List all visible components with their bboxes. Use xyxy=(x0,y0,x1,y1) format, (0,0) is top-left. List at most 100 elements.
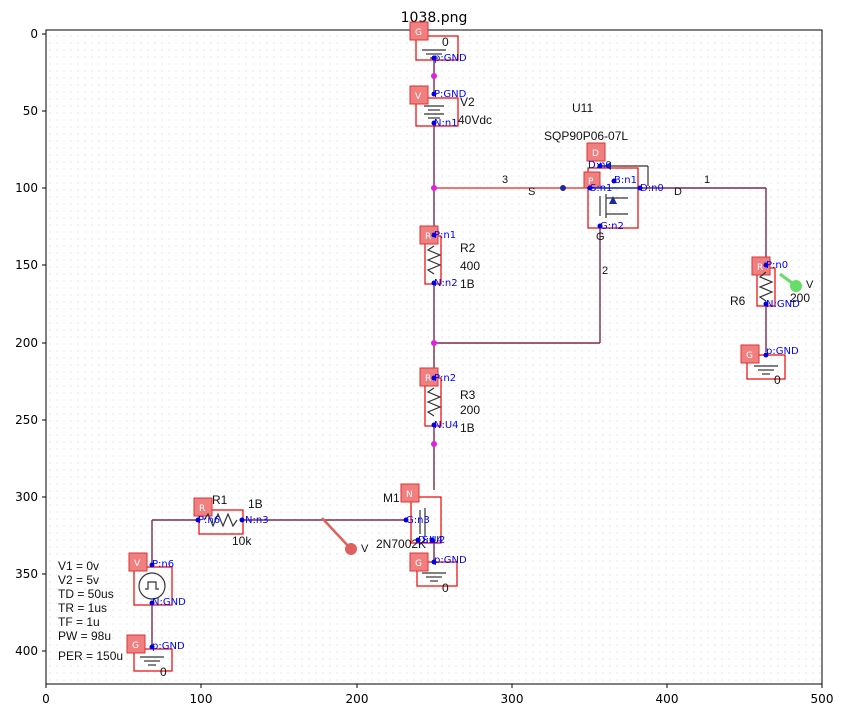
x-tick-label: 100 xyxy=(190,692,213,706)
svg-text:PW = 98u: PW = 98u xyxy=(58,629,111,643)
gnd-symbol-v1: G p:GND 0 xyxy=(126,634,185,679)
y-tick-label: 400 xyxy=(15,644,38,658)
svg-text:N: N xyxy=(406,490,413,500)
svg-text:G: G xyxy=(132,641,139,651)
gnd-value: 0 xyxy=(442,35,449,49)
net-label-1: 1 xyxy=(704,174,710,186)
svg-text:V2 = 5v: V2 = 5v xyxy=(58,573,99,587)
x-tick-label: 500 xyxy=(811,692,834,706)
y-tick-label: 300 xyxy=(15,490,38,504)
y-tick-label: 150 xyxy=(15,258,38,272)
svg-text:G:n2: G:n2 xyxy=(600,221,624,232)
svg-text:S:U2: S:U2 xyxy=(422,535,445,546)
x-tick-label: 200 xyxy=(346,692,369,706)
y-axis: 0 50 100 150 200 250 300 350 400 xyxy=(15,27,46,658)
gnd-symbol-m1: G p:GND 0 xyxy=(409,552,467,595)
svg-text:p:GND: p:GND xyxy=(766,346,799,357)
v1-source: V P:n6 N:GND V1 = 0v V2 = 5v TD = 50us T… xyxy=(58,552,186,663)
svg-text:N:n1: N:n1 xyxy=(434,118,458,129)
svg-text:N:GND: N:GND xyxy=(766,299,800,310)
x-axis: 0 100 200 300 400 500 xyxy=(42,684,833,706)
v2-value: 40Vdc xyxy=(458,113,492,127)
y-tick-label: 200 xyxy=(15,336,38,350)
svg-text:1B: 1B xyxy=(460,277,475,291)
svg-text:V: V xyxy=(415,92,422,102)
svg-text:TD = 50us: TD = 50us xyxy=(58,587,114,601)
svg-text:M1: M1 xyxy=(383,491,400,505)
svg-text:N:n2: N:n2 xyxy=(434,278,458,289)
svg-text:PER = 150u: PER = 150u xyxy=(58,649,123,663)
u11-name: U11 xyxy=(572,101,593,115)
y-tick-label: 100 xyxy=(15,181,38,195)
svg-text:V: V xyxy=(806,279,814,291)
v2-name: V2 xyxy=(460,95,475,109)
svg-text:P:n6: P:n6 xyxy=(198,515,220,526)
svg-text:S:n1: S:n1 xyxy=(590,183,612,194)
svg-text:400: 400 xyxy=(460,259,480,273)
m1-mosfet: N M1 2N7002K G:n3 D:U4 S:U2 V xyxy=(321,483,445,555)
r3-resistor: R P:n2 N:U4 R3 200 1B xyxy=(419,367,480,435)
gnd-symbol-top: G 0 p:GND xyxy=(409,21,467,64)
svg-text:p:GND: p:GND xyxy=(434,555,467,566)
y-tick-label: 250 xyxy=(15,413,38,427)
svg-text:R6: R6 xyxy=(730,294,746,308)
pin-label: p:GND xyxy=(434,53,467,64)
svg-text:0: 0 xyxy=(160,665,167,679)
svg-text:R3: R3 xyxy=(460,388,476,402)
svg-text:R2: R2 xyxy=(460,241,476,255)
svg-text:10k: 10k xyxy=(232,534,252,548)
svg-text:TF = 1u: TF = 1u xyxy=(58,615,100,629)
svg-text:V: V xyxy=(361,543,369,555)
tag-label: G xyxy=(415,28,422,38)
x-tick-label: 0 xyxy=(42,692,50,706)
y-tick-label: 0 xyxy=(30,27,38,41)
svg-text:V: V xyxy=(134,559,141,569)
r1-resistor: R P:n6 N:n3 R1 1B 10k xyxy=(193,493,269,548)
svg-text:S: S xyxy=(528,186,535,198)
svg-text:R: R xyxy=(425,374,431,384)
probe-marker xyxy=(345,543,357,555)
svg-text:P:n6: P:n6 xyxy=(152,559,174,570)
svg-text:200: 200 xyxy=(460,403,480,417)
svg-text:D: D xyxy=(674,186,682,198)
svg-text:0: 0 xyxy=(774,373,781,387)
svg-text:G:n3: G:n3 xyxy=(406,515,430,526)
svg-text:N:n3: N:n3 xyxy=(245,515,269,526)
svg-text:P:n1: P:n1 xyxy=(434,230,456,241)
svg-text:TR = 1us: TR = 1us xyxy=(58,601,107,615)
net-label-2: 2 xyxy=(602,265,608,277)
svg-text:P:n0: P:n0 xyxy=(766,260,788,271)
svg-text:V1 = 0v: V1 = 0v xyxy=(58,559,99,573)
svg-text:R1: R1 xyxy=(212,493,228,507)
svg-text:R: R xyxy=(757,263,763,273)
svg-text:P: P xyxy=(588,177,594,187)
svg-text:R: R xyxy=(425,232,431,242)
y-tick-label: 350 xyxy=(15,567,38,581)
r2-resistor: R P:n1 N:n2 R2 400 1B xyxy=(419,225,480,291)
u11-part: SQP90P06-07L xyxy=(544,129,628,143)
svg-text:2N7002K: 2N7002K xyxy=(376,537,426,551)
v2-source: V P:GND V2 40Vdc N:n1 xyxy=(409,85,492,129)
svg-text:N:U4: N:U4 xyxy=(434,420,459,431)
r6-resistor: R P:n0 N:GND R6 200 V xyxy=(730,256,814,310)
svg-text:B:n1: B:n1 xyxy=(614,175,637,186)
svg-text:G: G xyxy=(415,559,422,569)
svg-text:G: G xyxy=(596,231,605,243)
net-label-3: 3 xyxy=(502,174,508,186)
y-tick-label: 50 xyxy=(23,104,38,118)
svg-text:D: D xyxy=(592,149,599,159)
probe-marker xyxy=(790,280,802,292)
gnd-symbol-r6: G p:GND 0 xyxy=(740,344,799,387)
svg-text:D:n0: D:n0 xyxy=(588,160,612,171)
x-tick-label: 400 xyxy=(656,692,679,706)
svg-text:200: 200 xyxy=(790,291,810,305)
svg-text:N:GND: N:GND xyxy=(152,597,186,608)
x-tick-label: 300 xyxy=(501,692,524,706)
svg-text:R: R xyxy=(199,504,205,514)
svg-text:P:GND: P:GND xyxy=(434,89,467,100)
svg-text:1B: 1B xyxy=(248,497,263,511)
svg-text:D:n0: D:n0 xyxy=(640,183,664,194)
svg-text:1B: 1B xyxy=(460,421,475,435)
u11-mosfet: U11 SQP90P06-07L D P D:n0 S:n1 B:n1 D:n0… xyxy=(502,101,710,277)
